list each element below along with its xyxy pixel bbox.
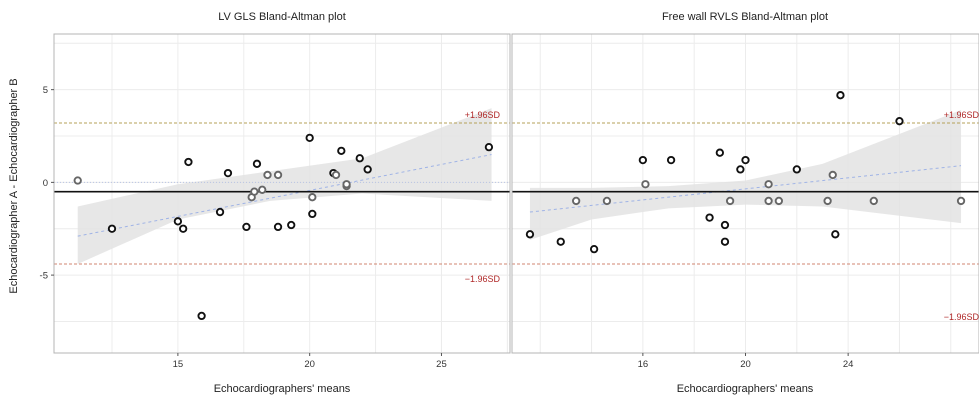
data-point bbox=[308, 209, 317, 219]
data-point bbox=[184, 157, 193, 167]
data-point bbox=[720, 220, 730, 230]
data-point bbox=[823, 196, 832, 206]
panel-free-wall-rvls: +1.96SD −1.96SD Free wall RVLS Bland-Altma… bbox=[511, 11, 979, 395]
data-point bbox=[720, 237, 730, 246]
x-tick-label: 24 bbox=[843, 359, 854, 370]
y-tick-label: 5 bbox=[43, 85, 48, 96]
data-point bbox=[828, 170, 837, 180]
data-point bbox=[363, 165, 372, 174]
data-point bbox=[705, 213, 714, 222]
data-point bbox=[173, 217, 183, 226]
data-point bbox=[602, 196, 612, 206]
regression-line bbox=[529, 165, 962, 213]
data-point bbox=[263, 170, 272, 180]
data-point bbox=[355, 154, 364, 163]
data-point bbox=[764, 196, 773, 206]
data-points bbox=[73, 133, 494, 321]
regression-line bbox=[77, 154, 492, 237]
lower-limit-label: −1.96SD bbox=[944, 312, 979, 322]
data-point bbox=[666, 155, 676, 165]
data-point bbox=[641, 180, 650, 189]
panel-lv-gls: +1.96SD −1.96SD LV GLS Bland-Altman plot 15… bbox=[40, 11, 511, 395]
x-axis-label: Echocardiographers' means bbox=[214, 383, 351, 395]
panel-border bbox=[53, 33, 511, 354]
data-point bbox=[337, 146, 346, 155]
data-point bbox=[179, 224, 188, 233]
x-axis-label: Echocardiographers' means bbox=[677, 383, 814, 395]
data-point bbox=[215, 207, 225, 217]
x-tick-label: 25 bbox=[436, 359, 447, 370]
data-point bbox=[73, 176, 82, 185]
data-point bbox=[258, 185, 267, 194]
y-axis-label: Echocardiographer A - Echocardiographer … bbox=[8, 78, 20, 293]
data-point bbox=[571, 196, 581, 206]
data-point bbox=[525, 230, 535, 239]
confidence-band bbox=[77, 108, 492, 264]
y-tick-label: 0 bbox=[43, 178, 48, 189]
data-point bbox=[223, 168, 233, 178]
data-point bbox=[725, 196, 735, 206]
data-point bbox=[250, 187, 259, 196]
data-point bbox=[273, 222, 283, 232]
data-point bbox=[342, 180, 351, 189]
data-point bbox=[764, 180, 773, 189]
data-point bbox=[273, 170, 283, 180]
data-point bbox=[774, 196, 784, 206]
data-point bbox=[869, 196, 878, 206]
data-point bbox=[331, 170, 341, 180]
data-point bbox=[792, 165, 801, 174]
upper-limit-label: +1.96SD bbox=[465, 110, 501, 120]
data-point bbox=[736, 165, 745, 174]
data-point bbox=[305, 133, 314, 143]
x-tick-label: 16 bbox=[638, 359, 649, 370]
data-point bbox=[252, 159, 262, 168]
lower-limit-label: −1.96SD bbox=[465, 274, 501, 284]
panel-title: LV GLS Bland-Altman plot bbox=[218, 11, 346, 23]
data-point bbox=[956, 196, 966, 206]
data-point bbox=[287, 220, 296, 230]
data-point bbox=[831, 230, 840, 239]
data-point bbox=[836, 91, 845, 100]
data-point bbox=[638, 155, 648, 165]
y-tick-label: -5 bbox=[40, 271, 48, 282]
panel-title: Free wall RVLS Bland-Altman plot bbox=[662, 11, 828, 23]
x-tick-label: 20 bbox=[740, 359, 751, 370]
data-point bbox=[556, 237, 565, 246]
data-point bbox=[741, 155, 750, 165]
data-point bbox=[895, 117, 904, 126]
confidence-band bbox=[529, 110, 962, 240]
data-point bbox=[242, 222, 251, 232]
data-point bbox=[715, 148, 724, 157]
data-point bbox=[107, 224, 117, 233]
data-point bbox=[197, 311, 206, 321]
x-tick-label: 20 bbox=[304, 359, 315, 370]
data-point bbox=[308, 193, 317, 202]
upper-limit-label: +1.96SD bbox=[944, 110, 979, 120]
data-point bbox=[589, 244, 599, 254]
data-point bbox=[484, 142, 494, 152]
data-points bbox=[525, 91, 966, 254]
x-tick-label: 15 bbox=[173, 359, 184, 370]
